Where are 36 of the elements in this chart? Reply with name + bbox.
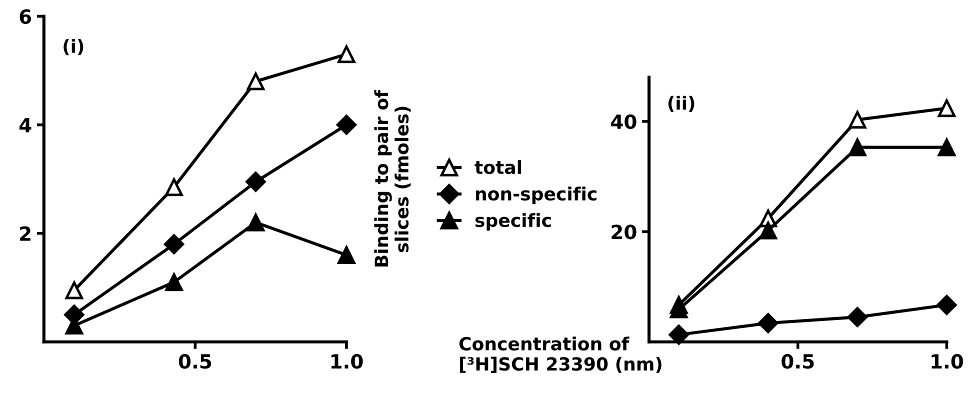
legend-label: total <box>474 160 522 174</box>
point <box>848 138 866 156</box>
text: (i) <box>64 39 84 56</box>
y-tick-label: 2 <box>20 226 30 241</box>
y-tick-label: 20 <box>612 224 636 240</box>
text: (ii) <box>668 96 694 112</box>
point <box>246 72 265 90</box>
x-tick-label: 0.5 <box>782 354 814 369</box>
point <box>65 281 84 300</box>
point <box>938 99 956 118</box>
y-tick-label: 4 <box>19 118 32 132</box>
point <box>848 110 866 129</box>
y-tick-label: 40 <box>611 114 636 130</box>
point <box>338 246 356 264</box>
point <box>847 306 868 328</box>
legend-label: non-specific <box>476 186 596 204</box>
point <box>758 313 778 334</box>
point <box>670 300 688 318</box>
x-tick-label: 0.5 <box>178 354 212 369</box>
point <box>338 45 356 64</box>
y-tick-label: 6 <box>20 9 32 24</box>
point <box>668 324 689 345</box>
point <box>165 178 183 196</box>
point <box>164 234 184 254</box>
y-axis-title: Binding to pair of slices (fmoles) <box>374 90 411 266</box>
point <box>759 222 777 240</box>
point <box>246 214 265 232</box>
point <box>246 172 266 192</box>
x-tick-label: 1.0 <box>932 354 964 369</box>
point <box>165 273 183 292</box>
x-axis-title: Concentration of [³H]SCH 23390 (nm) <box>459 336 662 373</box>
point <box>336 114 357 135</box>
point <box>936 294 957 316</box>
point <box>938 138 956 156</box>
legend-label: specific <box>475 213 551 231</box>
x-tick-label: 1.0 <box>331 354 363 369</box>
